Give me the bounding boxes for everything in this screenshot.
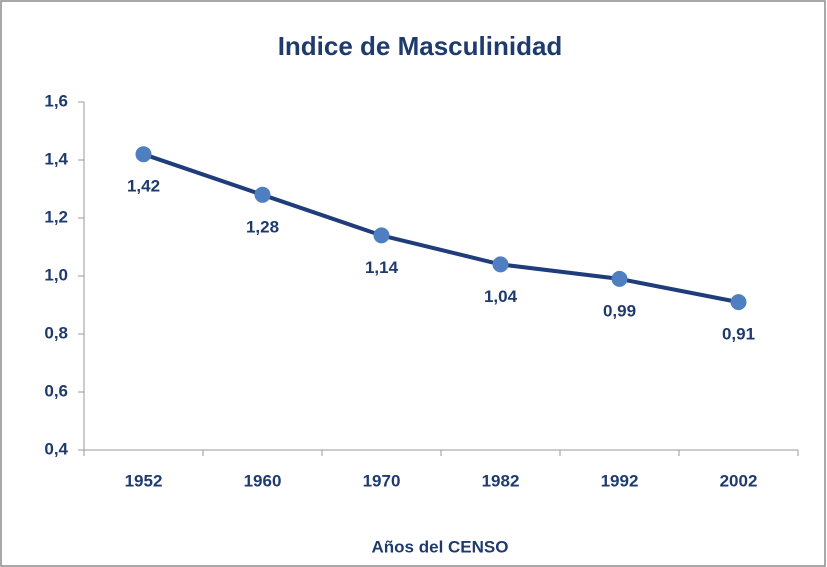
data-point [254,186,271,203]
y-tick-label: 1,2 [44,207,68,226]
data-label: 1,42 [127,177,160,196]
x-tick-label: 1952 [125,471,163,490]
data-label: 0,99 [603,301,636,320]
series-line [142,152,739,305]
y-tick-label: 1,4 [44,149,68,168]
data-point [373,227,390,244]
data-label: 0,91 [722,325,755,344]
data-label: 1,28 [246,217,279,236]
chart-title: Indice de Masculinidad [278,31,563,61]
data-label: 1,04 [484,287,518,306]
data-point [611,270,628,287]
x-tick-label: 2002 [720,471,758,490]
x-tick-label: 1982 [482,471,520,490]
y-tick-label: 0,6 [44,381,68,400]
x-tick-label: 1992 [601,471,639,490]
data-point [730,294,747,311]
y-tick-label: 1,0 [44,265,68,284]
x-tick-label: 1970 [363,471,401,490]
y-tick-label: 0,4 [44,439,68,458]
y-tick-label: 1,6 [44,91,68,110]
x-tick-label: 1960 [244,471,282,490]
data-point [492,256,509,273]
data-label: 1,14 [365,258,399,277]
y-tick-label: 0,8 [44,323,68,342]
data-point [135,146,152,163]
x-axis-label: Años del CENSO [372,537,509,556]
